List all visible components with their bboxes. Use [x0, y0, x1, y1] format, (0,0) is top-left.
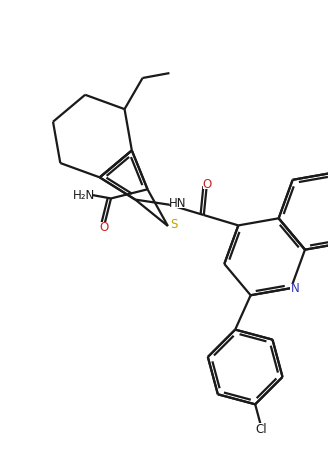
Text: HN: HN [169, 196, 186, 210]
Text: N: N [291, 282, 299, 295]
Bar [75, 190, 93, 200]
Text: O: O [203, 178, 212, 191]
Bar [203, 180, 212, 189]
Bar [99, 222, 109, 232]
Bar [170, 220, 179, 229]
Bar [290, 284, 300, 294]
Bar [171, 198, 184, 208]
Text: Cl: Cl [256, 423, 267, 436]
Text: S: S [171, 218, 178, 231]
Bar [255, 423, 268, 433]
Text: H₂N: H₂N [73, 189, 95, 202]
Text: O: O [99, 220, 109, 234]
